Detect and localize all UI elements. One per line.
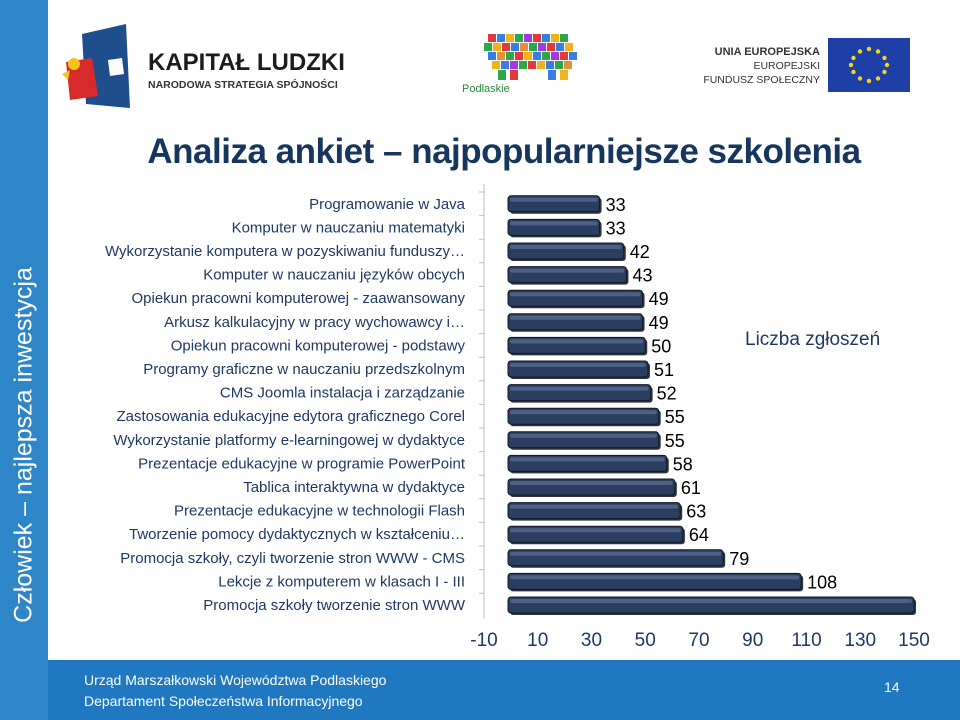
eu-line2: EUROPEJSKI — [753, 60, 820, 72]
value-label: 49 — [649, 313, 669, 333]
bar-highlight — [510, 481, 673, 485]
category-label: Tworzenie pomocy dydaktycznych w kształc… — [129, 526, 465, 543]
x-tick-label: 70 — [688, 630, 709, 651]
category-label: Wykorzystanie komputera w pozyskiwaniu f… — [105, 243, 465, 260]
bar-highlight — [510, 386, 649, 391]
eu-line1: UNIA EUROPEJSKA — [715, 46, 820, 58]
x-tick-label: 130 — [844, 630, 876, 651]
kl-title: KAPITAŁ LUDZKI — [148, 49, 345, 76]
bar-highlight — [510, 457, 665, 462]
x-tick-label: -10 — [470, 630, 497, 651]
bar-highlight — [510, 575, 800, 580]
value-label: 50 — [651, 336, 671, 356]
value-label: 33 — [606, 195, 626, 215]
logo-strip: KAPITAŁ LUDZKI NARODOWA STRATEGIA SPÓJNO… — [62, 24, 910, 108]
bar-highlight — [510, 197, 598, 202]
bar-highlight — [510, 410, 657, 415]
value-label: 49 — [649, 289, 669, 309]
podlaskie-label: Podlaskie — [462, 83, 510, 95]
sidebar: Człowiek – najlepsza inwestycja — [0, 0, 48, 720]
bar-highlight — [510, 315, 641, 320]
x-tick-label: 150 — [898, 630, 930, 651]
value-label: 52 — [657, 384, 677, 404]
value-label: 51 — [654, 360, 674, 380]
eu-flag-icon — [828, 38, 910, 92]
category-label: Prezentacje edukacyjne w programie Power… — [138, 455, 466, 472]
footer-department: Departament Społeczeństwa Informacyjnego — [84, 693, 363, 709]
category-label: Opiekun pracowni komputerowej - podstawy — [171, 337, 466, 354]
category-label: Programy graficzne w nauczaniu przedszko… — [143, 361, 465, 378]
bar-highlight — [510, 504, 679, 509]
category-label: Wykorzystanie platformy e-learningowej w… — [113, 432, 465, 449]
x-tick-label: 10 — [527, 630, 548, 651]
bar-highlight — [510, 551, 722, 556]
footer — [48, 660, 960, 720]
category-label: Komputer w nauczaniu matematyki — [232, 219, 465, 236]
value-label: 43 — [632, 266, 652, 286]
category-label: Zastosowania edukacyjne edytora graficzn… — [116, 408, 465, 425]
bar-highlight — [510, 599, 912, 603]
value-label: 108 — [807, 572, 837, 592]
bar-highlight — [510, 245, 622, 249]
category-label: Opiekun pracowni komputerowej - zaawanso… — [131, 290, 465, 307]
value-label: 63 — [686, 502, 706, 522]
category-label: Promocja szkoły tworzenie stron WWW — [203, 597, 466, 614]
bar-highlight — [510, 221, 598, 226]
bar-highlight — [510, 268, 625, 273]
x-tick-label: 90 — [742, 630, 763, 651]
legend-label: Liczba zgłoszeń — [745, 329, 880, 350]
bar-chart: Programowanie w Java 33 Komputer w nauczan… — [105, 184, 930, 651]
podlaskie-bison-icon — [484, 34, 577, 80]
category-label: Prezentacje edukacyjne w technologii Fla… — [174, 503, 465, 520]
category-label: Promocja szkoły, czyli tworzenie stron W… — [120, 550, 465, 567]
kapital-ludzki-emblem-icon — [62, 24, 130, 108]
category-label: Programowanie w Java — [309, 196, 466, 213]
x-tick-label: 30 — [581, 630, 602, 651]
footer-institution: Urząd Marszałkowski Województwa Podlaski… — [84, 672, 387, 688]
x-tick-label: 50 — [635, 630, 656, 651]
category-label: Tablica interaktywna w dydaktyce — [243, 479, 465, 496]
value-label: 64 — [689, 525, 709, 545]
value-label: 79 — [729, 549, 749, 569]
value-label: 55 — [665, 407, 685, 427]
bar-highlight — [510, 292, 641, 297]
category-label: Komputer w nauczaniu języków obcych — [203, 267, 465, 284]
bar-highlight — [510, 528, 681, 533]
header: KAPITAŁ LUDZKI NARODOWA STRATEGIA SPÓJNO… — [48, 0, 960, 128]
bar-highlight — [510, 363, 646, 367]
eu-line3: FUNDUSZ SPOŁECZNY — [703, 74, 820, 86]
value-label: 42 — [630, 242, 650, 262]
bar-highlight — [510, 433, 657, 438]
bar-highlight — [510, 339, 644, 344]
page-title: Analiza ankiet – najpopularniejsze szkol… — [147, 132, 861, 171]
value-label: 55 — [665, 431, 685, 451]
page-number: 14 — [884, 679, 900, 695]
x-tick-label: 110 — [791, 630, 821, 651]
value-label: 58 — [673, 454, 693, 474]
category-label: CMS Joomla instalacja i zarządzanie — [220, 385, 465, 402]
category-label: Arkusz kalkulacyjny w pracy wychowawcy i… — [164, 314, 465, 331]
value-label: 33 — [606, 218, 626, 238]
category-label: Lekcje z komputerem w klasach I - III — [218, 573, 465, 590]
value-label: 61 — [681, 478, 701, 498]
kl-subtitle: NARODOWA STRATEGIA SPÓJNOŚCI — [148, 78, 338, 91]
